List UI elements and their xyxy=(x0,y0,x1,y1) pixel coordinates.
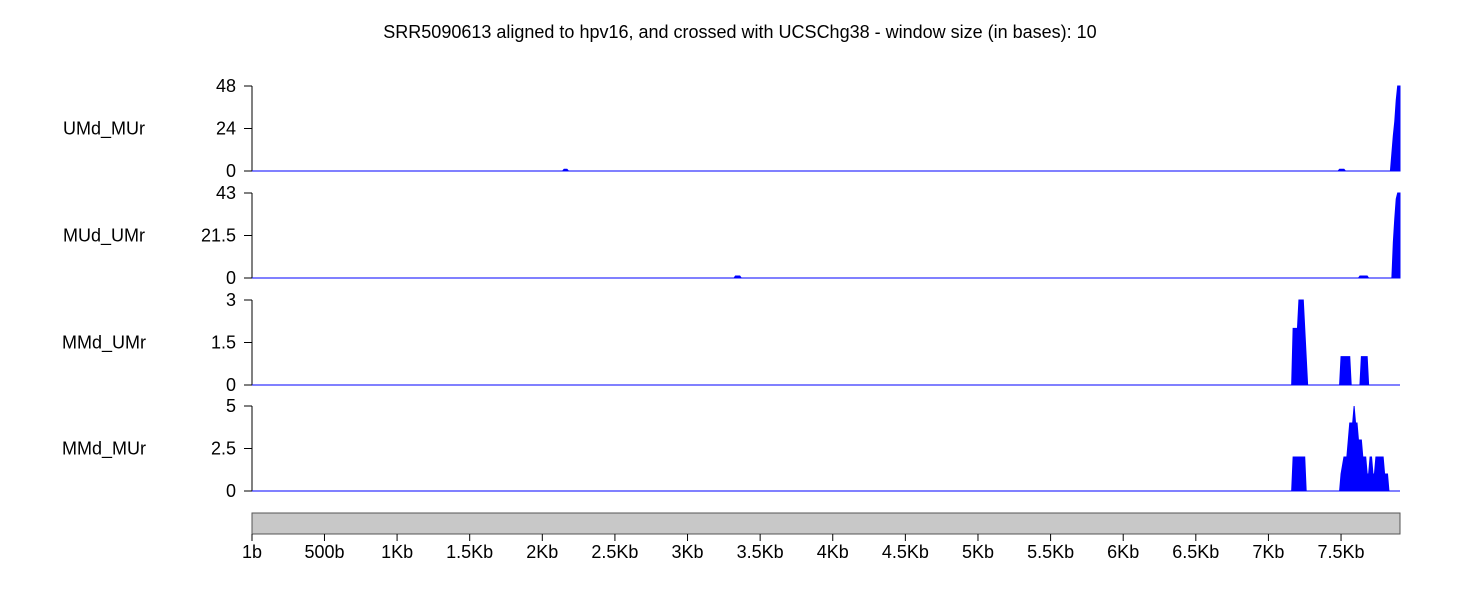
coverage-area xyxy=(252,85,1401,172)
x-tick-label: 5.5Kb xyxy=(1027,542,1074,562)
track-MMd_UMr: MMd_UMr 3 1.5 0 xyxy=(62,290,1400,395)
genome-axis: 1b 500b 1Kb 1.5Kb 2Kb 2.5Kb 3Kb 3.5Kb 4Kb 4.5Kb 5K… xyxy=(242,512,1401,562)
coverage-area xyxy=(252,405,1400,492)
x-tick-label: 4.5Kb xyxy=(882,542,929,562)
y-tick-label: 3 xyxy=(226,290,236,310)
x-tick-label: 2Kb xyxy=(526,542,558,562)
y-tick-label: 1.5 xyxy=(211,333,236,353)
track-label: UMd_MUr xyxy=(63,119,145,140)
x-tick-label: 7Kb xyxy=(1252,542,1284,562)
y-tick-label: 48 xyxy=(216,76,236,96)
x-tick-label: 4Kb xyxy=(817,542,849,562)
track-label: MMd_MUr xyxy=(62,439,146,460)
track-label: MMd_UMr xyxy=(62,333,146,354)
y-tick-label: 0 xyxy=(226,481,236,501)
y-tick-label: 2.5 xyxy=(211,439,236,459)
coverage-area xyxy=(252,299,1400,386)
x-tick-label: 7.5Kb xyxy=(1318,542,1365,562)
track-UMd_MUr: UMd_MUr 48 24 0 xyxy=(63,76,1401,181)
x-tick-label: 5Kb xyxy=(962,542,994,562)
tracks-group: UMd_MUr48240MUd_UMr4321.50MMd_UMr31.50MM… xyxy=(62,76,1401,501)
track-MMd_MUr: MMd_MUr 5 2.5 0 xyxy=(62,396,1400,501)
x-tick-label: 1.5Kb xyxy=(446,542,493,562)
y-tick-label: 0 xyxy=(226,268,236,288)
genome-bar xyxy=(251,512,1401,535)
x-tick-label: 2.5Kb xyxy=(591,542,638,562)
track-label: MUd_UMr xyxy=(63,226,145,247)
track-MUd_UMr: MUd_UMr 43 21.5 0 xyxy=(63,183,1401,288)
y-tick-label: 5 xyxy=(226,396,236,416)
x-tick-label: 3Kb xyxy=(672,542,704,562)
x-tick-label: 6.5Kb xyxy=(1172,542,1219,562)
x-tick-label: 1Kb xyxy=(381,542,413,562)
y-tick-label: 21.5 xyxy=(201,226,236,246)
y-tick-label: 43 xyxy=(216,183,236,203)
x-tick-label: 3.5Kb xyxy=(737,542,784,562)
y-tick-label: 24 xyxy=(216,119,236,139)
coverage-area xyxy=(252,192,1401,279)
y-tick-label: 0 xyxy=(226,375,236,395)
chart-title: SRR5090613 aligned to hpv16, and crossed… xyxy=(383,22,1096,42)
y-tick-label: 0 xyxy=(226,161,236,181)
x-tick-label: 1b xyxy=(242,542,262,562)
x-tick-label: 6Kb xyxy=(1107,542,1139,562)
x-tick-label: 500b xyxy=(304,542,344,562)
